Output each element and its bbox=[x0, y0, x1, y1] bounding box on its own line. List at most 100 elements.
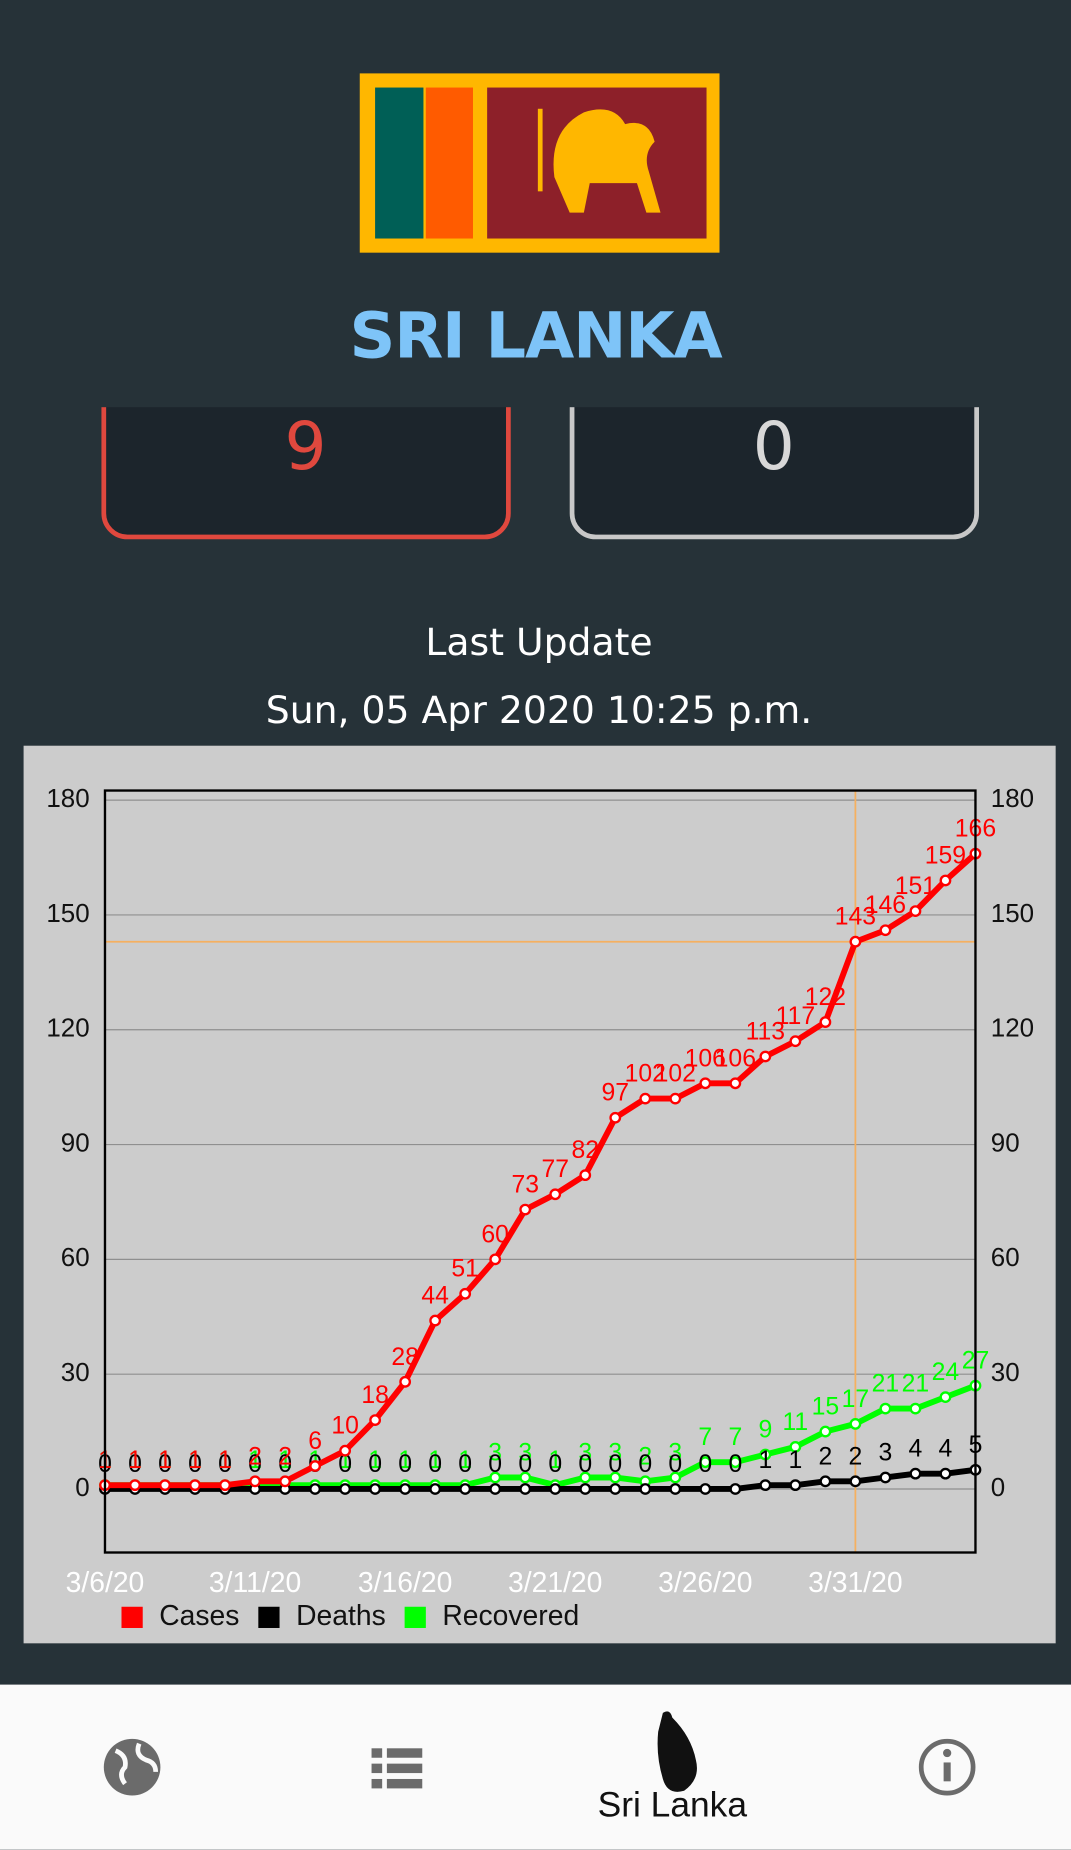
data-label: 0 bbox=[458, 1451, 472, 1478]
data-label: 1 bbox=[278, 1447, 292, 1474]
data-point bbox=[159, 1479, 171, 1492]
data-label: 2 bbox=[638, 1443, 652, 1470]
data-label: 97 bbox=[601, 1080, 629, 1107]
data-label: 0 bbox=[668, 1451, 682, 1478]
y-tick-label: 180 bbox=[46, 785, 89, 813]
data-point bbox=[639, 1092, 652, 1105]
data-label: 77 bbox=[541, 1156, 569, 1183]
data-point bbox=[759, 1479, 772, 1492]
last-update-time: Sun, 05 Apr 2020 10:25 p.m. bbox=[266, 688, 813, 732]
data-point bbox=[399, 1483, 412, 1495]
data-label: 2 bbox=[248, 1443, 262, 1470]
data-label: 1 bbox=[548, 1447, 562, 1474]
data-label: 0 bbox=[218, 1451, 232, 1478]
data-point bbox=[909, 905, 922, 917]
data-point bbox=[819, 1475, 832, 1488]
data-label: 2 bbox=[278, 1443, 292, 1470]
x-tick-label: 3/11/20 bbox=[209, 1566, 301, 1598]
data-point bbox=[579, 1483, 592, 1495]
data-point bbox=[789, 1035, 802, 1048]
data-label: 3 bbox=[578, 1439, 592, 1466]
data-label: 1 bbox=[158, 1447, 172, 1474]
data-label: 1 bbox=[158, 1447, 172, 1474]
data-point bbox=[519, 1203, 532, 1216]
x-tick-label: 3/16/20 bbox=[358, 1566, 452, 1598]
plot-area bbox=[104, 790, 976, 1553]
data-point bbox=[609, 1483, 622, 1495]
last-update-label: Last Update bbox=[425, 620, 652, 664]
y2-tick-label: 150 bbox=[991, 900, 1034, 928]
list-tab[interactable] bbox=[371, 1748, 423, 1789]
data-point bbox=[369, 1414, 382, 1426]
data-label: 0 bbox=[488, 1451, 502, 1478]
info-tab[interactable] bbox=[918, 1738, 976, 1796]
data-label: 1 bbox=[188, 1447, 202, 1474]
x-tick-label: 3/21/20 bbox=[508, 1566, 602, 1598]
y2-tick-label: 0 bbox=[991, 1474, 1005, 1502]
data-point bbox=[489, 1471, 502, 1484]
data-point bbox=[789, 1440, 802, 1453]
data-label: 60 bbox=[481, 1221, 509, 1248]
data-point bbox=[759, 1050, 772, 1063]
data-label: 0 bbox=[518, 1451, 532, 1478]
x-tick-label: 3/31/20 bbox=[808, 1566, 902, 1598]
active-tab-label: Sri Lanka bbox=[598, 1786, 748, 1825]
data-point bbox=[849, 1418, 862, 1430]
data-point bbox=[249, 1475, 261, 1488]
data-label: 3 bbox=[668, 1439, 682, 1466]
data-label: 7 bbox=[728, 1424, 742, 1451]
data-point bbox=[309, 1460, 321, 1472]
data-point bbox=[669, 1092, 682, 1105]
data-point bbox=[429, 1314, 442, 1327]
data-label: 1 bbox=[458, 1447, 472, 1474]
data-point bbox=[729, 1456, 742, 1469]
data-label: 44 bbox=[421, 1283, 449, 1310]
data-point bbox=[429, 1483, 442, 1495]
y2-tick-label: 180 bbox=[991, 785, 1034, 813]
data-label: 1 bbox=[368, 1447, 382, 1474]
data-point bbox=[849, 1475, 862, 1488]
data-label: 113 bbox=[746, 1018, 785, 1045]
data-label: 0 bbox=[578, 1451, 592, 1478]
data-label: 0 bbox=[548, 1451, 562, 1478]
data-label: 1 bbox=[218, 1447, 232, 1474]
y-tick-label: 150 bbox=[46, 900, 89, 928]
data-label: 0 bbox=[158, 1451, 172, 1478]
y2-tick-label: 30 bbox=[991, 1359, 1020, 1387]
y-tick-label: 0 bbox=[75, 1474, 89, 1502]
data-label: 106 bbox=[715, 1045, 756, 1072]
world-tab[interactable] bbox=[103, 1738, 161, 1796]
data-label: 0 bbox=[128, 1451, 142, 1478]
data-label: 9 bbox=[758, 1416, 772, 1443]
data-point bbox=[729, 1483, 742, 1495]
data-label: 1 bbox=[128, 1447, 142, 1474]
data-label: 117 bbox=[776, 1003, 815, 1030]
y-tick-label: 120 bbox=[46, 1015, 89, 1043]
y2-tick-label: 90 bbox=[991, 1129, 1020, 1157]
data-point bbox=[669, 1471, 682, 1484]
data-point bbox=[759, 1448, 772, 1461]
data-point bbox=[129, 1479, 141, 1492]
data-point bbox=[609, 1111, 622, 1124]
data-label: 1 bbox=[788, 1447, 802, 1474]
data-label: 10 bbox=[331, 1413, 359, 1440]
data-label: 3 bbox=[518, 1439, 532, 1466]
data-label: 0 bbox=[338, 1451, 352, 1478]
data-label: 146 bbox=[865, 892, 906, 919]
data-point bbox=[459, 1483, 472, 1495]
data-point bbox=[339, 1483, 352, 1495]
data-point bbox=[789, 1479, 802, 1492]
data-point bbox=[339, 1444, 352, 1457]
data-point bbox=[699, 1483, 712, 1495]
legend-label: Cases bbox=[159, 1599, 239, 1631]
legend-swatch bbox=[121, 1606, 143, 1628]
data-point bbox=[489, 1483, 502, 1495]
data-label: 1 bbox=[428, 1447, 442, 1474]
data-point bbox=[579, 1169, 592, 1182]
y-tick-label: 30 bbox=[61, 1359, 90, 1387]
data-point bbox=[729, 1077, 742, 1090]
data-label: 21 bbox=[902, 1371, 930, 1398]
country-tab[interactable]: Sri Lanka bbox=[598, 1711, 748, 1825]
